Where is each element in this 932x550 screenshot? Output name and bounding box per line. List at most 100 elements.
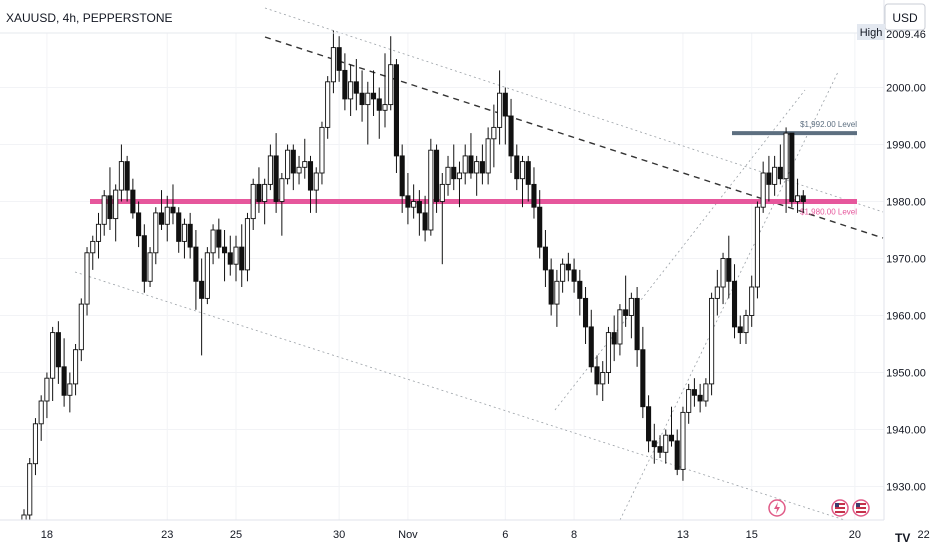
candle: [239, 224, 245, 287]
flash-icon[interactable]: [768, 499, 786, 517]
svg-text:TV: TV: [895, 531, 910, 545]
candle: [67, 372, 73, 413]
candle-body: [445, 166, 451, 185]
candle-body: [731, 280, 738, 328]
candle-body: [663, 434, 669, 453]
candle: [376, 87, 382, 139]
candle-body: [451, 166, 457, 180]
candle: [313, 167, 319, 213]
candle: [95, 212, 102, 259]
candle: [176, 207, 182, 253]
candle: [479, 144, 485, 185]
candle-body: [27, 463, 33, 516]
candle: [353, 59, 359, 111]
price-axis[interactable]: 1930.00 1940.00 1950.00 1960.00 1970.00 1980.…: [883, 0, 932, 550]
high-marker-label: High: [860, 27, 883, 39]
candle: [302, 138, 308, 179]
candle-body: [365, 92, 371, 106]
candle-body: [416, 201, 422, 214]
candle-body: [525, 161, 531, 185]
candle: [686, 383, 692, 424]
candle: [32, 418, 39, 476]
candle: [118, 144, 124, 202]
candle-body: [577, 280, 583, 299]
candle-body: [640, 349, 646, 408]
candle: [691, 378, 697, 407]
candle: [772, 155, 778, 196]
y-tick-label: 1950.00: [886, 368, 926, 380]
x-tick-label: 15: [746, 529, 758, 541]
currency-button[interactable]: [884, 3, 926, 31]
candle: [588, 309, 594, 373]
candle-body: [256, 183, 262, 202]
candle-body: [754, 206, 760, 288]
candle-body: [456, 172, 463, 180]
candle: [743, 309, 749, 344]
candle: [726, 235, 732, 299]
candle: [382, 53, 388, 128]
candle-body: [336, 47, 342, 71]
candle: [800, 190, 806, 213]
candle-body: [181, 223, 187, 242]
candle-body: [290, 149, 296, 174]
candle: [319, 121, 325, 185]
candle: [359, 70, 365, 122]
candle: [141, 224, 147, 293]
candle: [657, 435, 663, 458]
candle: [508, 98, 514, 173]
candle: [393, 59, 400, 173]
candle-body: [267, 155, 273, 185]
candle: [445, 155, 451, 196]
candle-body: [485, 138, 491, 174]
candle-body: [124, 161, 130, 191]
candle: [330, 30, 336, 94]
candle: [697, 383, 703, 413]
candle: [617, 304, 623, 356]
candle: [754, 201, 760, 299]
candle: [221, 230, 228, 282]
candle-body: [548, 269, 554, 305]
candle-body: [273, 155, 279, 202]
candle: [244, 212, 251, 282]
x-tick-label: 25: [230, 529, 242, 541]
candle: [428, 138, 434, 236]
time-axis[interactable]: 18 23 25 30 Nov 6 8 13 15 20 22: [0, 519, 932, 550]
candle-body: [158, 212, 165, 225]
us-flag-icon[interactable]: [852, 499, 870, 517]
candle: [370, 70, 377, 116]
us-flag-icon[interactable]: [831, 499, 849, 517]
candle-body: [508, 115, 514, 157]
logo-icon[interactable]: TV: [895, 531, 910, 545]
candle: [336, 36, 342, 82]
candle-body: [221, 246, 228, 254]
candle: [491, 104, 497, 168]
level-label-1980: $1,980.00 Level: [800, 208, 857, 217]
y-tick-label: 1940.00: [886, 425, 926, 437]
candle-body: [199, 280, 205, 299]
candle-body: [714, 286, 720, 299]
candle: [170, 184, 176, 225]
candle-body: [130, 189, 136, 214]
candle-body: [434, 149, 440, 202]
candle-body: [244, 218, 251, 271]
candle: [273, 133, 279, 213]
high-marker-label-box: [857, 24, 885, 40]
candle: [502, 87, 508, 145]
level-lines: $1,992.00 Level $1,980.00 Level: [90, 120, 857, 217]
candle: [600, 361, 606, 401]
candle-body: [67, 383, 73, 396]
candle-body: [611, 332, 617, 345]
candle: [680, 406, 686, 481]
candle-body: [697, 394, 703, 402]
candle-body: [44, 377, 50, 402]
candle: [199, 258, 205, 356]
candle-body: [296, 166, 302, 174]
candle-body: [84, 252, 90, 305]
candle: [663, 429, 669, 464]
candle: [514, 144, 520, 191]
candle-body: [227, 252, 233, 265]
event-icons[interactable]: [768, 499, 870, 517]
time-axis-background: [0, 520, 932, 550]
